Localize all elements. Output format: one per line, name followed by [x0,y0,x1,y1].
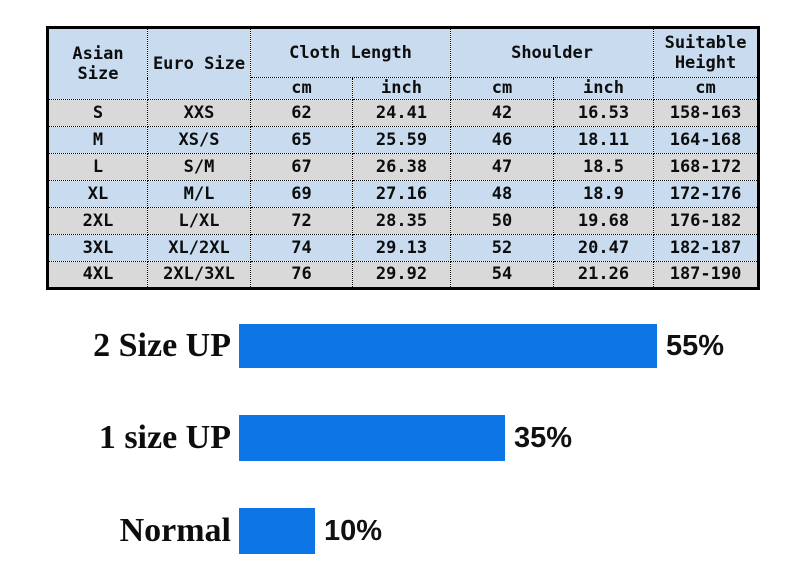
table-row: M XS/S 65 25.59 46 18.11 164-168 [47,126,760,154]
bar-label: 2 Size UP [93,327,231,364]
header-row-main: Asian Size Euro Size Cloth Length Should… [47,27,760,100]
bar-row-1-size-up: 1 size UP 35% [0,415,800,461]
table-cell: 29.13 [351,234,452,262]
bar [239,508,315,554]
table-cell: 62 [250,99,353,127]
table-cell: 50 [450,207,555,235]
table-cell: M/L [147,180,251,208]
table-cell: 24.41 [351,99,452,127]
table-cell: 74 [250,234,353,262]
header-cloth-length: Cloth Length [249,27,452,78]
table-cell: 19.68 [553,207,655,235]
header-asian-size: Asian Size [47,27,148,100]
table-cell: 29.92 [351,261,452,289]
table-cell: XL/2XL [147,234,251,262]
header-shoulder-cm: cm [450,77,555,100]
table-row: 4XL 2XL/3XL 76 29.92 54 21.26 187-190 [47,261,760,289]
table-cell: 48 [450,180,555,208]
table-cell: 176-182 [653,207,760,235]
bar-value: 10% [324,514,383,547]
table-cell: 182-187 [653,234,760,262]
table-cell: 187-190 [653,261,760,289]
table-cell: 3XL [47,234,148,262]
table-cell: 172-176 [653,180,760,208]
bar-label: Normal [119,512,231,549]
table-cell: 69 [250,180,353,208]
bar-value: 55% [666,329,725,362]
size-chart-table: Asian Size Euro Size Cloth Length Should… [46,26,761,290]
table-cell: 2XL [47,207,148,235]
table-cell: L [47,153,148,181]
bar [239,324,657,368]
table-cell: 26.38 [351,153,452,181]
size-chart: Asian Size Euro Size Cloth Length Should… [46,26,761,290]
header-shoulder: Shoulder [450,27,655,78]
table-cell: S [47,99,148,127]
table-cell: 54 [450,261,555,289]
table-row: 3XL XL/2XL 74 29.13 52 20.47 182-187 [47,234,760,262]
table-row: L S/M 67 26.38 47 18.5 168-172 [47,153,760,181]
header-suitable-height: Suitable Height [653,27,760,78]
header-height-cm: cm [653,77,760,100]
table-cell: 2XL/3XL [147,261,251,289]
table-cell: 4XL [47,261,148,289]
table-cell: 52 [450,234,555,262]
table-cell: S/M [147,153,251,181]
table-cell: XXS [147,99,251,127]
table-row: S XXS 62 24.41 42 16.53 158-163 [47,99,760,127]
table-cell: 164-168 [653,126,760,154]
header-cloth-cm: cm [250,77,353,100]
table-cell: 20.47 [553,234,655,262]
table-cell: 25.59 [351,126,452,154]
header-row-units: cm inch cm inch cm [48,77,760,100]
table-cell: 168-172 [653,153,760,181]
bar [239,415,505,461]
table-cell: 46 [450,126,555,154]
table-cell: 76 [250,261,353,289]
table-cell: XL [47,180,148,208]
bar-label: 1 size UP [98,419,231,456]
table-cell: 18.5 [553,153,655,181]
table-cell: L/XL [147,207,251,235]
table-row: 2XL L/XL 72 28.35 50 19.68 176-182 [47,207,760,235]
table-cell: XS/S [147,126,251,154]
table-cell: 18.11 [553,126,655,154]
table-cell: 67 [250,153,353,181]
table-cell: 47 [450,153,555,181]
table-cell: 27.16 [351,180,452,208]
table-cell: 28.35 [351,207,452,235]
table-cell: 65 [250,126,353,154]
table-cell: M [47,126,148,154]
bar-value: 35% [514,421,573,454]
table-cell: 42 [450,99,555,127]
table-cell: 18.9 [553,180,655,208]
header-cloth-inch: inch [351,77,452,100]
table-cell: 158-163 [653,99,760,127]
header-shoulder-inch: inch [553,77,655,100]
header-euro-size: Euro Size [147,27,251,100]
table-cell: 21.26 [553,261,655,289]
table-cell: 72 [250,207,353,235]
bar-row-normal: Normal 10% [0,508,800,554]
table-cell: 16.53 [553,99,655,127]
bar-row-2-size-up: 2 Size UP 55% [0,324,800,368]
table-row: XL M/L 69 27.16 48 18.9 172-176 [47,180,760,208]
